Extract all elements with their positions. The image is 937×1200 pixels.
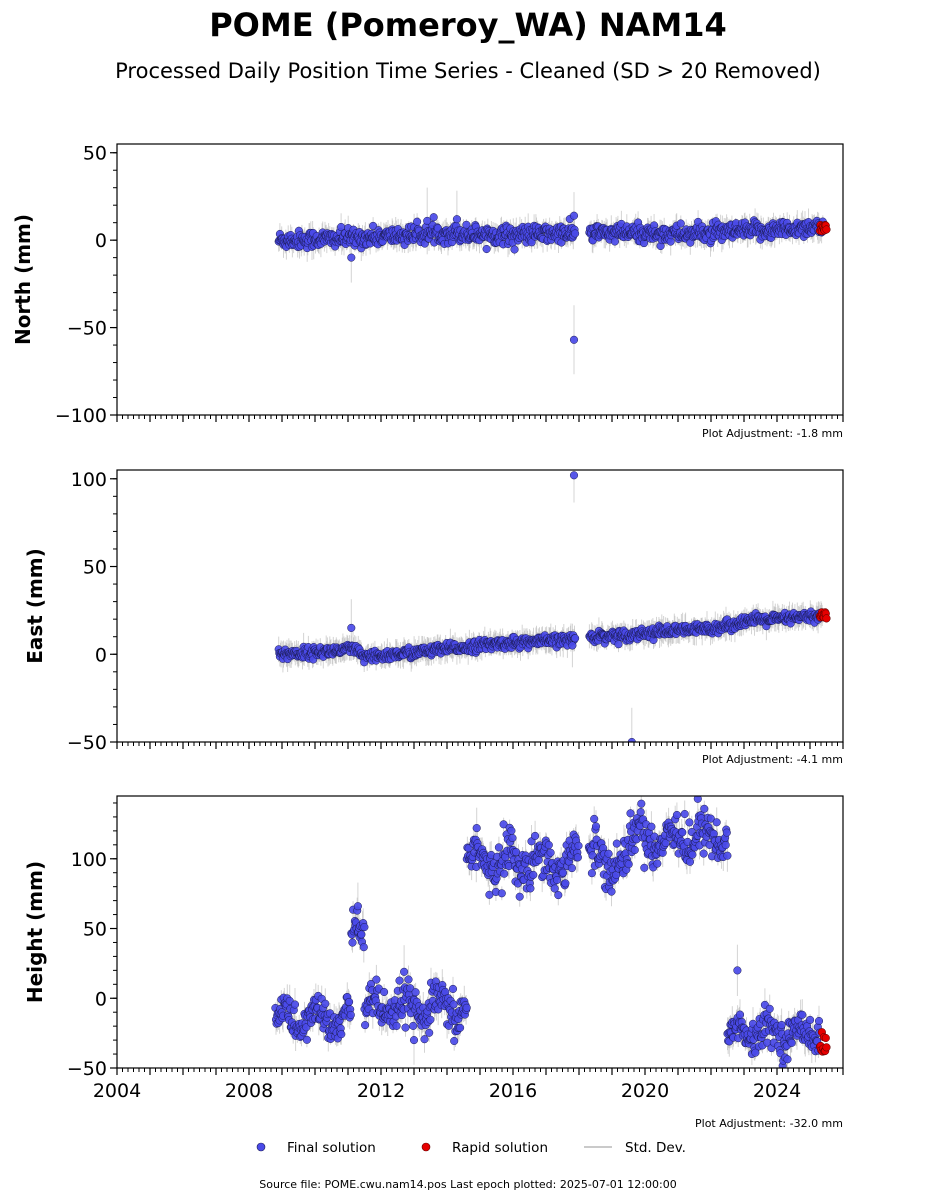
north-ytick-label: 50 [83, 143, 107, 165]
north-data [274, 187, 831, 375]
height-final-point [290, 1000, 300, 1009]
north-ylabel: North (mm) [11, 214, 35, 345]
east-final-point [569, 471, 579, 480]
east-panel: 100 50 0 −50 East (mm) Plot Adjustment: -4.1 … [23, 469, 844, 766]
east-ytick-label: 100 [71, 469, 107, 491]
north-final-point [429, 213, 438, 222]
north-ytick-label: −100 [55, 405, 107, 427]
east-ytick-label: 0 [95, 644, 107, 666]
north-axes-frame [116, 143, 844, 416]
height-final-point [302, 1035, 311, 1044]
north-final-point [482, 244, 491, 254]
north-panel: 50 0 −50 −100 North (mm) Plot Adjustment: -1.… [11, 143, 844, 440]
north-ytick-label: −50 [67, 318, 107, 340]
north-final-point [369, 221, 378, 230]
north-final-point [569, 211, 579, 220]
east-ytick-label: −50 [67, 732, 107, 754]
east-plot-adjustment: Plot Adjustment: -4.1 mm [702, 753, 843, 766]
north-final-point [569, 335, 579, 344]
north-final-point [571, 229, 580, 238]
east-final-point [347, 623, 356, 632]
east-final-point [571, 634, 580, 643]
height-final-point [321, 999, 330, 1008]
east-final-point [627, 737, 636, 742]
east-axes-frame [116, 469, 844, 743]
height-data [271, 796, 831, 1068]
north-final-point [676, 219, 685, 228]
north-final-point [413, 217, 422, 226]
north-final-point [423, 216, 432, 225]
north-plot-adjustment: Plot Adjustment: -1.8 mm [702, 427, 843, 440]
east-ytick-label: 50 [83, 557, 107, 579]
north-final-point [510, 245, 519, 254]
east-rapid-point [822, 614, 831, 623]
chart-subtitle: Processed Daily Position Time Series - C… [115, 59, 821, 83]
north-final-point [452, 215, 461, 224]
east-final-point [568, 641, 577, 650]
north-rapid-point [822, 225, 831, 234]
east-final-point [614, 640, 623, 649]
chart-title: POME (Pomeroy_WA) NAM14 [209, 6, 727, 44]
east-data [274, 470, 831, 742]
north-final-point [610, 237, 619, 246]
north-final-point [347, 253, 356, 262]
north-final-point [462, 220, 471, 229]
north-ytick-label: 0 [95, 230, 107, 252]
east-ylabel: East (mm) [23, 548, 47, 664]
